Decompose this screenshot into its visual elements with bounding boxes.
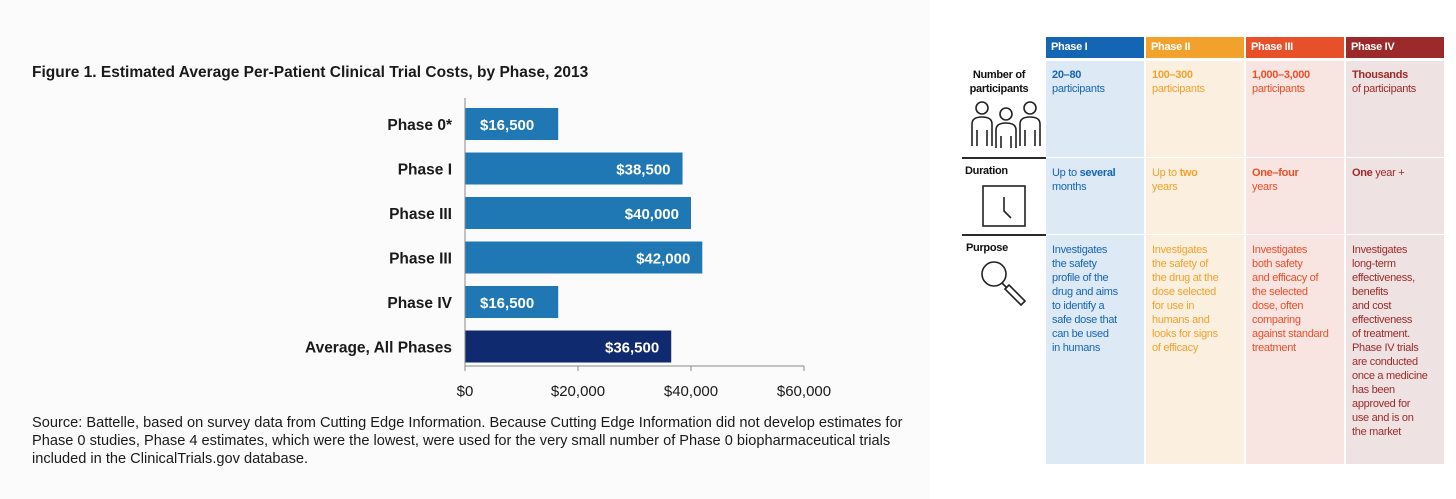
bar (465, 152, 683, 185)
phase-1-duration: Up to several months (1052, 167, 1116, 193)
purpose-line: the safety (1052, 258, 1097, 270)
x-tick-label: $20,000 (551, 383, 605, 400)
purpose-line: against standard (1252, 328, 1329, 340)
purpose-line: Investigates (1352, 244, 1408, 256)
purpose-line: effectiveness (1352, 314, 1413, 326)
row-divider (1046, 157, 1444, 158)
phase-1-participants: 20–80 participants (1052, 69, 1105, 95)
bar (465, 108, 559, 140)
phase-3-header: Phase III (1246, 37, 1344, 58)
purpose-line: drug and aims (1052, 286, 1118, 298)
row-divider (1046, 234, 1444, 235)
phase-1-header: Phase I (1046, 37, 1144, 58)
data-label: $16,500 (480, 117, 534, 134)
bar (465, 241, 703, 274)
x-tick-label: $60,000 (777, 383, 831, 400)
purpose-line: effectiveness, (1352, 272, 1415, 284)
purpose-line: in humans (1052, 342, 1101, 354)
purpose-line: the drug at the (1152, 272, 1219, 284)
phase-3-purpose: Investigates both safety and efficacy of th… (1252, 243, 1329, 355)
purpose-line: the safety of (1152, 258, 1209, 270)
source-note: Source: Battelle, based on survey data f… (32, 415, 903, 467)
phase-2-column (1146, 61, 1244, 464)
purpose-line: use and is on (1352, 412, 1414, 424)
phase-4-purpose: Investigates long-term effectiveness, benef… (1352, 243, 1428, 439)
purpose-line: for use in (1152, 300, 1195, 312)
purpose-line: the selected (1252, 286, 1308, 298)
bar (465, 197, 691, 229)
phases-table: Phase I Phase II Phase III Phase IV Numb… (955, 0, 1456, 499)
purpose-line: can be used (1052, 328, 1109, 340)
purpose-line: of treatment. (1352, 328, 1410, 340)
purpose-line: Phase IV trials (1352, 342, 1419, 354)
phase-2-participants: 100–300 participants (1152, 69, 1205, 95)
phase-3-column (1246, 61, 1344, 464)
category-label: Phase IV (387, 295, 452, 312)
purpose-line: looks for signs (1152, 328, 1218, 340)
data-label: $38,500 (616, 162, 670, 179)
data-label: $36,500 (605, 340, 659, 357)
x-tick-label: $40,000 (664, 383, 718, 400)
data-label: $40,000 (625, 206, 679, 223)
row-separator (962, 157, 1046, 159)
purpose-line: treatment (1252, 342, 1296, 354)
phase-4-header: Phase IV (1346, 37, 1444, 58)
purpose-line: of efficacy (1152, 342, 1199, 354)
phase-4-column (1346, 61, 1444, 464)
bar (465, 330, 672, 363)
duration-row-label: Duration (965, 165, 1008, 177)
phase-3-participants: 1,000–3,000 participants (1252, 69, 1310, 95)
phase-3-duration: One–four years (1252, 167, 1299, 193)
category-label: Phase 0* (387, 117, 453, 134)
x-tick-label: $0 (457, 383, 474, 400)
figure-title: Figure 1. Estimated Average Per-Patient … (32, 64, 589, 81)
purpose-line: the market (1352, 426, 1401, 438)
purpose-line: humans and (1152, 314, 1210, 326)
people-icon (971, 101, 1041, 148)
purpose-line: dose, often (1252, 300, 1304, 312)
participants-row-label: Number of participants (969, 69, 1029, 95)
category-label: Phase III (389, 251, 452, 268)
purpose-row-label: Purpose (966, 242, 1008, 254)
purpose-line: Investigates (1152, 244, 1208, 256)
purpose-line: once a medicine (1352, 370, 1428, 382)
purpose-line: are conducted (1352, 356, 1418, 368)
purpose-line: dose selected (1152, 286, 1216, 298)
bar (465, 286, 559, 318)
data-label: $16,500 (480, 295, 534, 312)
purpose-line: to identify a (1052, 300, 1105, 312)
category-label: Phase III (389, 206, 452, 223)
purpose-line: Investigates (1252, 244, 1308, 256)
phase-1-purpose: Investigates the safety profile of the drug… (1052, 243, 1118, 355)
phase-2-duration: Up to two years (1152, 167, 1198, 193)
phase-1-column (1046, 61, 1144, 464)
purpose-line: and cost (1352, 300, 1392, 312)
purpose-line: profile of the (1052, 272, 1109, 284)
purpose-line: has been (1352, 384, 1395, 396)
purpose-line: approved for (1352, 398, 1411, 410)
purpose-line: both safety (1252, 258, 1303, 270)
purpose-line: Investigates (1052, 244, 1108, 256)
clock-icon (982, 185, 1026, 227)
category-label: Phase I (398, 162, 452, 179)
purpose-line: safe dose that (1052, 314, 1117, 326)
phase-4-participants: Thousands of participants (1352, 69, 1416, 95)
bar-chart: Phase 0* $16,500 Phase I $38,500 Phase III $4… (305, 98, 831, 400)
phase-2-header: Phase II (1146, 37, 1244, 58)
magnifier-icon (981, 261, 1027, 307)
chart-panel: Figure 1. Estimated Average Per-Patient … (32, 64, 903, 467)
phase-2-purpose: Investigates the safety of the drug at the… (1152, 243, 1219, 355)
category-label: Average, All Phases (305, 340, 452, 357)
phase-4-duration: One year + (1352, 167, 1405, 179)
purpose-line: and efficacy of (1252, 272, 1319, 284)
row-separator (962, 234, 1046, 236)
purpose-line: comparing (1252, 314, 1301, 326)
data-label: $42,000 (636, 251, 690, 268)
purpose-line: long-term (1352, 258, 1396, 270)
purpose-line: benefits (1352, 286, 1389, 298)
